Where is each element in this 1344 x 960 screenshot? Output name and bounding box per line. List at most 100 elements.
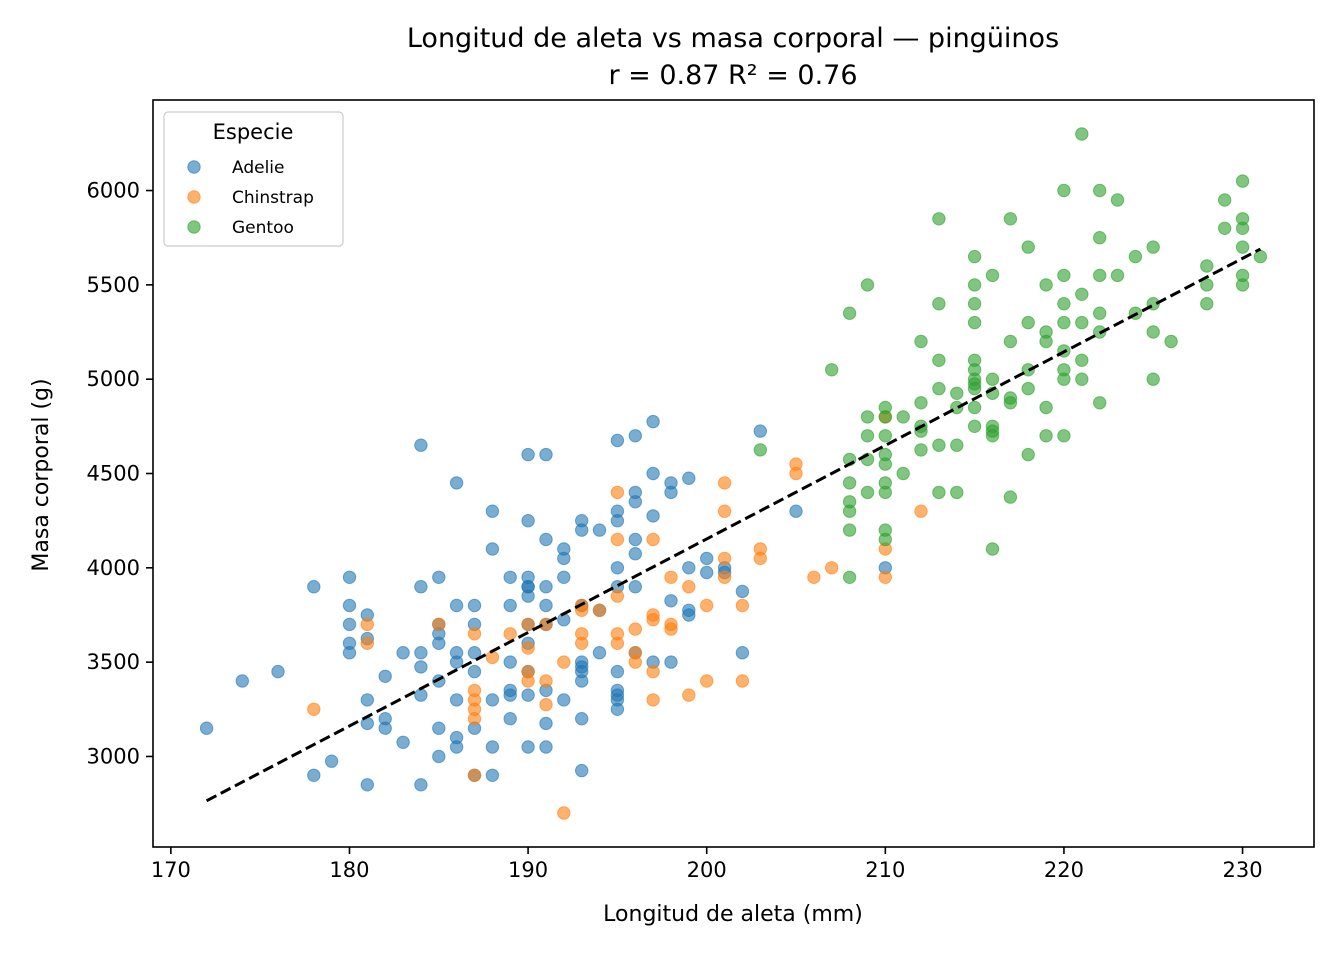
legend-label: Chinstrap bbox=[232, 188, 314, 208]
data-point-gentoo bbox=[1146, 372, 1160, 386]
data-point-adelie bbox=[199, 721, 214, 735]
data-point-adelie bbox=[342, 598, 357, 613]
data-point-adelie bbox=[521, 688, 535, 702]
data-point-chinstrap bbox=[700, 598, 714, 613]
legend-item-gentoo: Gentoo bbox=[187, 218, 294, 238]
legend-label: Gentoo bbox=[232, 218, 294, 238]
data-point-chinstrap bbox=[807, 570, 821, 584]
data-point-gentoo bbox=[896, 466, 910, 481]
data-point-gentoo bbox=[1075, 353, 1089, 367]
data-point-gentoo bbox=[1218, 193, 1232, 207]
data-point-adelie bbox=[521, 447, 535, 462]
data-point-gentoo bbox=[1003, 396, 1018, 410]
data-point-adelie bbox=[682, 471, 696, 485]
data-point-chinstrap bbox=[825, 561, 839, 575]
data-point-adelie bbox=[539, 580, 553, 594]
data-point-gentoo bbox=[842, 476, 857, 490]
data-point-gentoo bbox=[1057, 429, 1071, 443]
data-point-gentoo bbox=[1093, 268, 1107, 283]
data-point-chinstrap bbox=[360, 617, 374, 632]
data-point-adelie bbox=[449, 655, 464, 669]
data-point-chinstrap bbox=[789, 466, 803, 481]
data-point-adelie bbox=[664, 655, 678, 669]
y-tick-label: 6000 bbox=[87, 179, 140, 203]
data-point-adelie bbox=[378, 721, 392, 735]
data-point-gentoo bbox=[1128, 249, 1143, 264]
data-point-gentoo bbox=[967, 315, 982, 330]
data-point-adelie bbox=[378, 669, 392, 683]
data-point-adelie bbox=[485, 504, 500, 518]
data-point-gentoo bbox=[985, 542, 1000, 556]
data-point-chinstrap bbox=[664, 622, 678, 636]
data-point-gentoo bbox=[878, 410, 892, 424]
data-point-chinstrap bbox=[432, 617, 446, 632]
data-point-gentoo bbox=[985, 372, 1000, 386]
data-point-gentoo bbox=[1075, 372, 1089, 386]
data-point-adelie bbox=[414, 778, 428, 792]
data-point-adelie bbox=[628, 495, 642, 509]
data-point-adelie bbox=[557, 693, 571, 707]
data-point-chinstrap bbox=[914, 504, 928, 518]
data-point-gentoo bbox=[896, 410, 910, 424]
data-point-chinstrap bbox=[717, 476, 732, 490]
data-point-gentoo bbox=[753, 443, 767, 457]
data-point-gentoo bbox=[1200, 297, 1214, 311]
chart-subtitle: r = 0.87 R² = 0.76 bbox=[608, 60, 857, 91]
data-point-adelie bbox=[271, 664, 285, 679]
x-tick-label: 220 bbox=[1044, 858, 1084, 882]
data-point-adelie bbox=[646, 466, 660, 481]
data-point-adelie bbox=[342, 570, 357, 584]
data-point-adelie bbox=[432, 636, 446, 650]
data-point-chinstrap bbox=[557, 806, 571, 820]
data-point-gentoo bbox=[1057, 183, 1071, 198]
data-point-gentoo bbox=[1093, 306, 1107, 320]
x-axis: 170 180 190 200 210 220 230 bbox=[151, 847, 1263, 882]
regression-line bbox=[205, 247, 1262, 803]
data-point-gentoo bbox=[878, 457, 892, 471]
data-point-chinstrap bbox=[878, 570, 892, 584]
data-point-adelie bbox=[539, 532, 553, 547]
data-point-adelie bbox=[503, 712, 517, 726]
data-point-adelie bbox=[521, 580, 535, 594]
data-point-chinstrap bbox=[628, 655, 642, 669]
data-point-gentoo bbox=[1235, 278, 1250, 292]
data-point-adelie bbox=[539, 740, 553, 754]
data-point-gentoo bbox=[1039, 400, 1053, 415]
data-point-adelie bbox=[342, 646, 357, 660]
data-point-chinstrap bbox=[360, 636, 374, 650]
data-point-gentoo bbox=[1003, 212, 1018, 226]
data-point-gentoo bbox=[950, 386, 964, 400]
data-point-gentoo bbox=[1075, 287, 1089, 301]
data-point-chinstrap bbox=[592, 603, 607, 617]
data-point-adelie bbox=[342, 617, 357, 632]
data-point-adelie bbox=[628, 532, 642, 547]
data-point-adelie bbox=[610, 514, 625, 528]
data-point-gentoo bbox=[967, 400, 982, 415]
data-point-adelie bbox=[682, 608, 696, 622]
data-point-chinstrap bbox=[467, 768, 482, 782]
data-point-adelie bbox=[664, 485, 678, 500]
data-point-gentoo bbox=[1003, 490, 1018, 504]
legend-label: Adelie bbox=[232, 158, 285, 178]
data-point-gentoo bbox=[1039, 278, 1053, 292]
data-point-gentoo bbox=[1057, 268, 1071, 283]
data-point-adelie bbox=[592, 523, 607, 537]
data-point-gentoo bbox=[878, 485, 892, 500]
data-point-adelie bbox=[485, 740, 500, 754]
data-point-chinstrap bbox=[557, 655, 571, 669]
data-point-gentoo bbox=[860, 485, 875, 500]
data-point-chinstrap bbox=[575, 636, 589, 650]
x-axis-label: Longitud de aleta (mm) bbox=[603, 902, 863, 927]
data-point-adelie bbox=[700, 565, 714, 580]
data-point-gentoo bbox=[1021, 447, 1035, 462]
data-point-chinstrap bbox=[485, 650, 500, 665]
data-point-gentoo bbox=[1039, 429, 1053, 443]
data-point-adelie bbox=[503, 598, 517, 613]
data-point-adelie bbox=[485, 768, 500, 782]
data-point-adelie bbox=[414, 660, 428, 674]
data-point-adelie bbox=[610, 664, 625, 679]
data-point-gentoo bbox=[1235, 221, 1250, 236]
data-point-adelie bbox=[414, 438, 428, 452]
data-point-adelie bbox=[449, 476, 464, 490]
